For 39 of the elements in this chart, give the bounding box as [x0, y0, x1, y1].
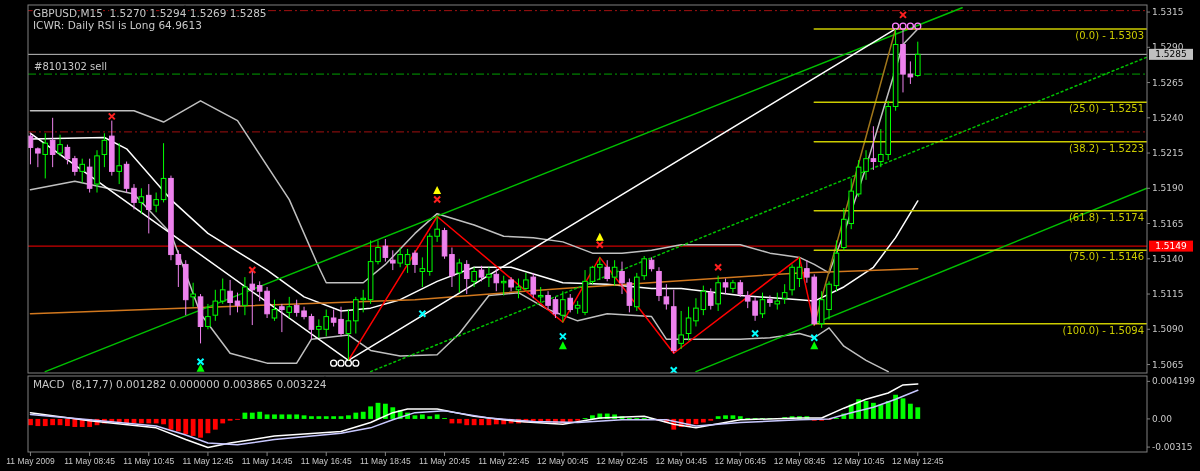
x-tick-label: 11 May 20:45 [419, 456, 471, 466]
y-tick-label: 1.5140 [1152, 253, 1184, 264]
series-label: (0.0) - 1.5303 [1075, 29, 1144, 41]
x-tick-label: 11 May 10:45 [123, 456, 175, 466]
y-tick-label: 1.5315 [1152, 7, 1184, 18]
text: ICWR: Daily RSI is Long 64.9613 [33, 19, 202, 31]
x-tick-label: 11 May 14:45 [241, 456, 293, 466]
y-tick-label: 1.5240 [1152, 112, 1184, 123]
x-tick-label: 12 May 08:45 [773, 456, 826, 466]
x-tick-label: 12 May 04:45 [655, 456, 708, 466]
ref-line-label: #8101302 sell [34, 61, 108, 73]
ref-line-label: 1.5149 [1155, 241, 1188, 252]
x-tick-label: 11 May 16:45 [300, 456, 352, 466]
x-tick-label: 12 May 00:45 [537, 456, 589, 466]
y-tick-label: 1.5090 [1152, 324, 1184, 335]
x-tick-label: 12 May 02:45 [596, 456, 649, 466]
y-tick-label: 1.5115 [1152, 289, 1184, 300]
y-tick-label: 0.004199 [1152, 376, 1196, 387]
series-label: (75.0) - 1.5146 [1068, 251, 1144, 263]
series-label: (38.2) - 1.5223 [1068, 142, 1144, 154]
y-tick-label: 1.5265 [1152, 77, 1184, 88]
y-tick-label: 1.5190 [1152, 183, 1184, 194]
x-tick-label: 11 May 08:45 [64, 456, 116, 466]
y-tick-label: 0.00 [1152, 413, 1173, 424]
series-label: (61.8) - 1.5174 [1068, 211, 1144, 223]
x-tick-label: 12 May 06:45 [714, 456, 767, 466]
x-tick-label: 11 May 12:45 [182, 456, 234, 466]
x-tick-label: 12 May 10:45 [832, 456, 885, 466]
x-tick-label: 12 May 12:45 [892, 456, 944, 466]
chart-title: MACD (8,17,7) 0.001282 0.000000 0.003865 0.003224 [33, 378, 327, 390]
y-tick-label: 1.5165 [1152, 218, 1184, 229]
x-tick-label: 11 May 22:45 [478, 456, 530, 466]
y-tick-label: 1.5215 [1152, 148, 1184, 159]
y-tick-label: 1.5065 [1152, 359, 1184, 370]
x-tick-label: 11 May 2009 [6, 456, 55, 466]
series-label: (100.0) - 1.5094 [1062, 324, 1144, 336]
series-label: (25.0) - 1.5251 [1068, 103, 1144, 115]
x-tick-label: 11 May 18:45 [359, 456, 412, 466]
y-tick-label: -0.00315 [1152, 442, 1193, 453]
